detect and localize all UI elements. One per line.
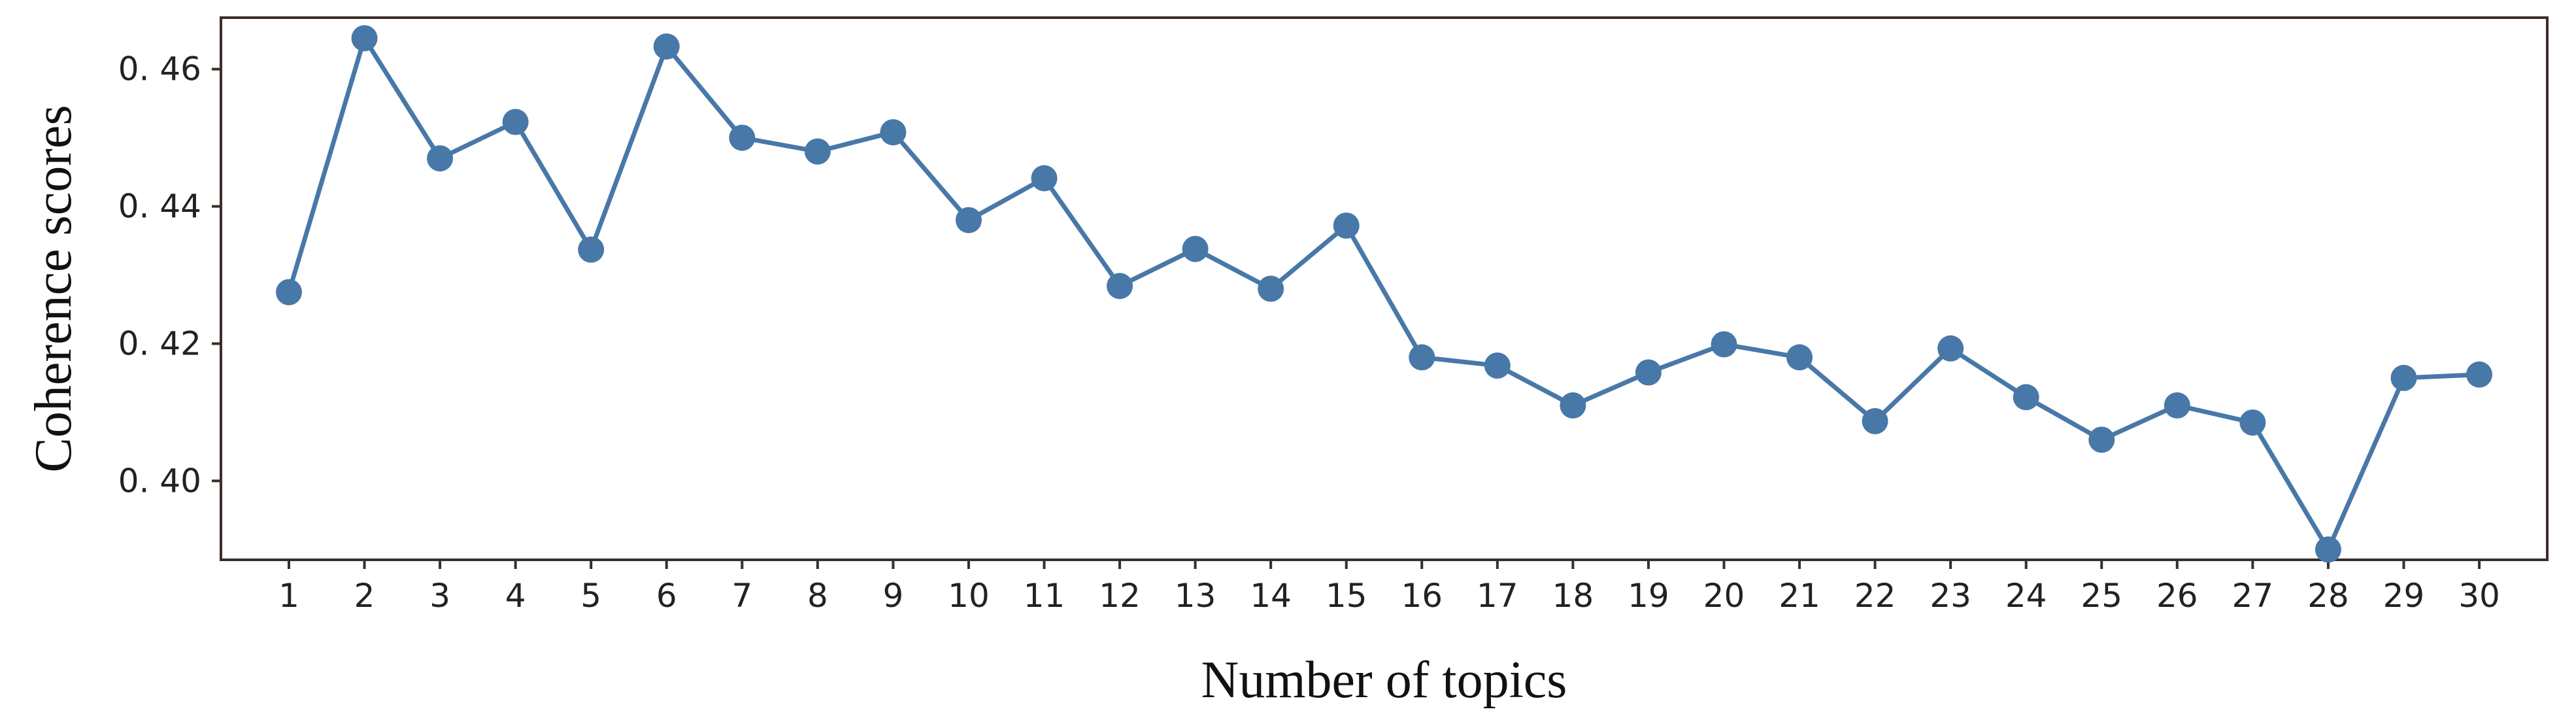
data-point (2013, 384, 2039, 411)
data-point (275, 279, 302, 305)
series-layer (275, 25, 2493, 563)
data-point (1786, 344, 1813, 371)
data-point (427, 145, 454, 172)
x-tick-label: 12 (1099, 577, 1141, 615)
x-tick-label: 19 (1628, 577, 1669, 615)
data-point (2239, 409, 2266, 436)
x-tick-label: 7 (731, 577, 752, 615)
data-point (1031, 165, 1058, 192)
x-tick-label: 2 (354, 577, 375, 615)
y-axis-ticks: 0. 40 0. 42 0. 44 0. 46 (118, 50, 221, 500)
data-point (2164, 392, 2190, 419)
data-point (2390, 364, 2417, 391)
data-point (2315, 536, 2341, 563)
data-point (729, 124, 756, 151)
x-tick-label: 25 (2081, 577, 2122, 615)
x-tick-label: 13 (1175, 577, 1216, 615)
data-point (1409, 344, 1435, 371)
data-point (351, 25, 378, 52)
x-tick-label: 1 (278, 577, 299, 615)
x-tick-label: 17 (1477, 577, 1518, 615)
x-tick-label: 10 (948, 577, 990, 615)
data-point (955, 207, 982, 233)
data-point (2466, 361, 2493, 388)
x-tick-label: 9 (883, 577, 904, 615)
x-tick-label: 24 (2005, 577, 2047, 615)
data-point (1107, 273, 1133, 300)
data-point (2088, 426, 2115, 453)
x-tick-label: 18 (1552, 577, 1594, 615)
data-point (1333, 212, 1360, 239)
y-tick-label: 0. 44 (118, 188, 201, 226)
plot-frame (220, 16, 2549, 561)
data-point (578, 236, 605, 263)
data-point (1711, 331, 1737, 358)
x-tick-label: 6 (656, 577, 677, 615)
data-point (653, 33, 680, 60)
data-point (502, 109, 529, 135)
y-tick-label: 0. 42 (118, 324, 201, 362)
x-tick-label: 3 (429, 577, 450, 615)
data-point (880, 119, 907, 146)
x-tick-label: 8 (807, 577, 828, 615)
x-axis-title: Number of topics (1201, 651, 1567, 709)
x-tick-label: 30 (2458, 577, 2500, 615)
x-tick-label: 20 (1703, 577, 1745, 615)
data-point (1635, 359, 1662, 386)
data-point (1484, 352, 1511, 379)
data-point (1182, 235, 1209, 262)
data-point (1862, 408, 1888, 435)
y-tick-label: 0. 46 (118, 50, 201, 88)
x-tick-label: 16 (1401, 577, 1443, 615)
x-axis-ticks: 1 2 3 4 5 6 7 8 9 10 11 12 13 14 15 16 17 18 19 20 21 22 23 24 2… (278, 560, 2500, 615)
x-tick-label: 26 (2156, 577, 2198, 615)
x-tick-label: 15 (1326, 577, 1367, 615)
x-tick-label: 21 (1779, 577, 1820, 615)
x-tick-label: 28 (2307, 577, 2349, 615)
x-tick-label: 22 (1854, 577, 1896, 615)
y-axis-title: Coherence scores (25, 105, 82, 473)
x-tick-label: 23 (1930, 577, 1971, 615)
y-tick-label: 0. 40 (118, 462, 201, 500)
x-tick-label: 29 (2383, 577, 2425, 615)
x-tick-label: 14 (1250, 577, 1292, 615)
x-tick-label: 11 (1024, 577, 1065, 615)
x-tick-label: 4 (505, 577, 526, 615)
x-tick-label: 5 (580, 577, 601, 615)
data-point (1560, 392, 1586, 419)
series-line (286, 36, 2480, 552)
data-point (1937, 335, 1964, 362)
data-point (804, 138, 831, 165)
data-point (1258, 275, 1284, 302)
x-tick-label: 27 (2232, 577, 2274, 615)
